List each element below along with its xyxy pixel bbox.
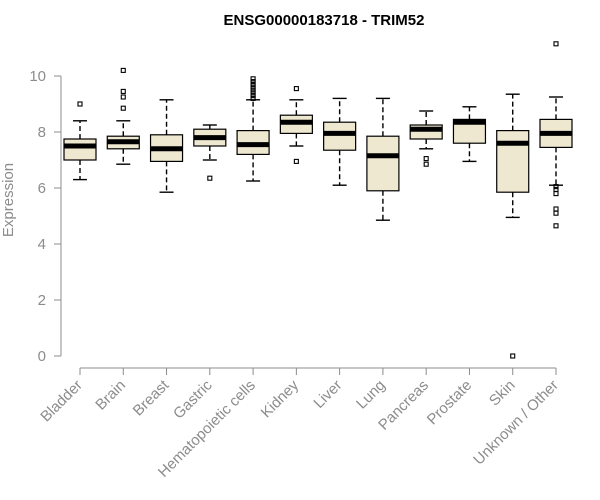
outlier-point [553,184,559,190]
outlier-point [553,186,559,192]
outlier-point [423,156,429,162]
outlier-point [250,93,256,99]
box-group [149,99,184,193]
y-tick-label: 4 [38,236,46,253]
box-iqr [496,130,530,193]
box-group [236,76,270,182]
box-group [539,41,573,229]
x-tick-label: Kidney [258,376,303,421]
y-tick-label: 0 [38,348,46,365]
y-tick-label: 8 [38,124,46,141]
outlier-point [120,67,126,73]
outlier-point [250,95,256,101]
box-group [409,110,443,167]
x-tick-label: Skin [486,377,519,410]
outlier-point [250,87,256,93]
outlier-point [553,41,559,47]
outlier-point [553,223,559,229]
outlier-point [77,101,83,107]
y-tick-label: 6 [38,180,46,197]
box-group [452,106,487,163]
outlier-point [553,206,559,212]
outlier-point [423,161,429,167]
x-tick-label: Bladder [37,377,86,426]
box-group [63,101,97,181]
x-tick-label: Prostate [424,377,476,429]
outlier-point [120,88,126,94]
outlier-point [120,94,126,100]
x-tick-label: Brain [92,377,129,414]
x-tick-label: Breast [130,376,173,419]
box-group [106,67,140,165]
box-group [279,86,313,164]
boxes-layer [63,41,573,359]
box-group [366,97,400,221]
outlier-point [207,175,213,181]
outlier-point [250,81,256,87]
box-iqr [366,135,400,192]
box-group [193,124,227,181]
outlier-point [250,90,256,96]
outlier-point [250,76,256,82]
outlier-point [510,353,516,359]
outlier-point [553,191,559,197]
outlier-point [293,86,299,92]
y-axis-label: Expression [0,163,17,237]
x-tick-label: Lung [353,377,389,413]
outlier-point [553,210,559,216]
outlier-point [250,79,256,85]
chart-title: ENSG00000183718 - TRIM52 [224,12,425,29]
box-iqr [63,138,97,161]
box-group [323,97,357,186]
x-tick-label: Liver [310,377,345,412]
y-tick-label: 2 [38,292,46,309]
box-iqr [452,118,487,144]
y-tick-label: 10 [29,68,46,85]
box-iqr [323,121,357,151]
y-axis: 0 2 4 6 8 10 [29,68,62,365]
outlier-point [120,105,126,111]
box-group [496,93,530,359]
outlier-point [250,84,256,90]
outlier-point [293,158,299,164]
